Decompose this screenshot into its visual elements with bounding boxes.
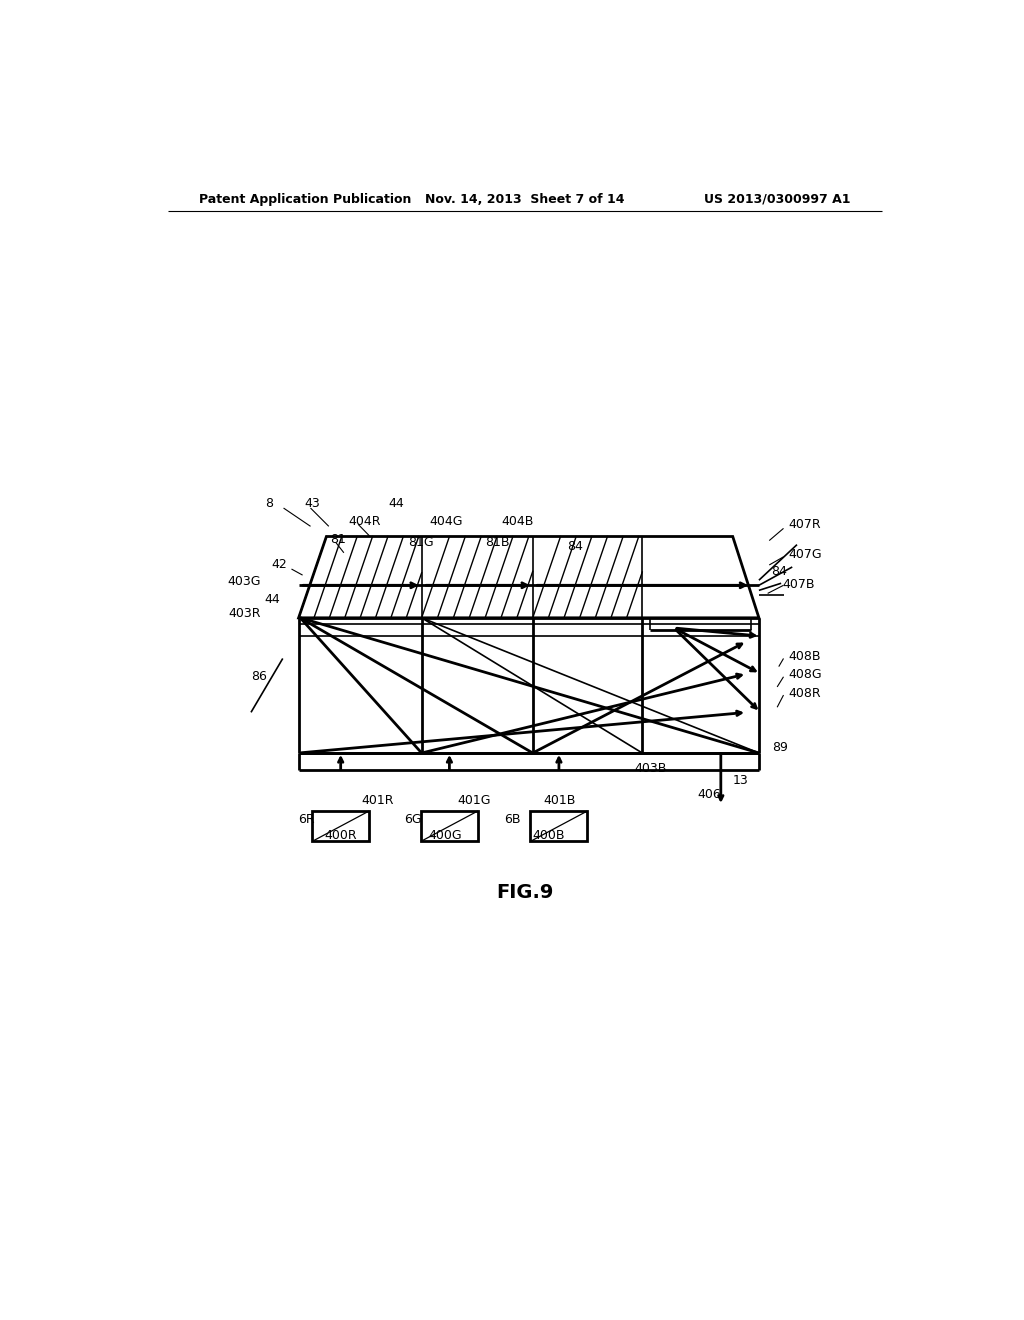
Text: 44: 44 — [264, 593, 281, 606]
Text: 407B: 407B — [782, 578, 815, 591]
Text: 404R: 404R — [348, 515, 381, 528]
Text: 408G: 408G — [788, 668, 822, 681]
Text: 84: 84 — [567, 540, 583, 553]
FancyBboxPatch shape — [530, 810, 588, 841]
Text: 400G: 400G — [429, 829, 462, 842]
Text: 8: 8 — [265, 498, 273, 511]
Text: 403B: 403B — [634, 762, 667, 775]
Text: 6G: 6G — [404, 813, 422, 825]
Text: 84: 84 — [771, 565, 786, 578]
Text: 400B: 400B — [532, 829, 565, 842]
Text: US 2013/0300997 A1: US 2013/0300997 A1 — [703, 193, 850, 206]
Text: FIG.9: FIG.9 — [496, 883, 554, 902]
Text: 401G: 401G — [458, 795, 490, 808]
Text: Nov. 14, 2013  Sheet 7 of 14: Nov. 14, 2013 Sheet 7 of 14 — [425, 193, 625, 206]
Text: 408B: 408B — [788, 649, 821, 663]
Text: 401B: 401B — [543, 795, 575, 808]
Text: 407G: 407G — [788, 548, 822, 561]
Text: 401R: 401R — [361, 795, 394, 808]
Text: 43: 43 — [304, 498, 319, 511]
Text: 404G: 404G — [430, 515, 463, 528]
Text: 13: 13 — [733, 774, 749, 787]
Text: 6B: 6B — [504, 813, 520, 825]
Text: 81B: 81B — [485, 536, 510, 549]
FancyBboxPatch shape — [312, 810, 370, 841]
Text: 407R: 407R — [788, 517, 821, 531]
Text: 400R: 400R — [325, 829, 357, 842]
Text: 403G: 403G — [227, 574, 261, 587]
Text: 403R: 403R — [228, 607, 261, 620]
Text: 408R: 408R — [788, 686, 821, 700]
Text: 81: 81 — [331, 533, 346, 546]
Text: 89: 89 — [772, 742, 788, 755]
Text: Patent Application Publication: Patent Application Publication — [200, 193, 412, 206]
Text: 86: 86 — [251, 671, 267, 684]
Text: 406: 406 — [697, 788, 722, 801]
Text: 44: 44 — [388, 498, 404, 511]
FancyBboxPatch shape — [421, 810, 478, 841]
Text: 404B: 404B — [501, 515, 534, 528]
Text: 6R: 6R — [299, 813, 315, 825]
Text: 42: 42 — [271, 558, 287, 572]
Text: 81G: 81G — [409, 536, 434, 549]
